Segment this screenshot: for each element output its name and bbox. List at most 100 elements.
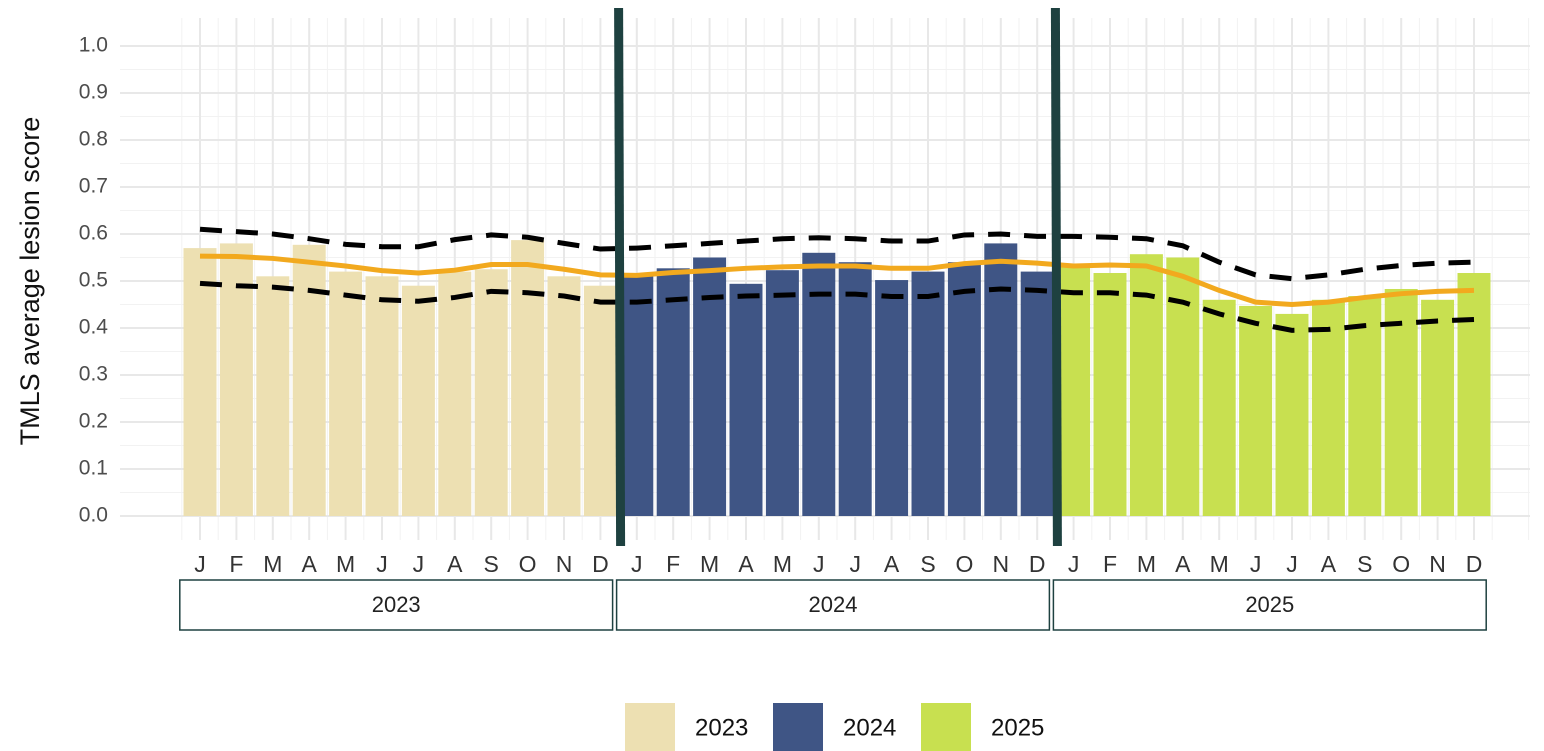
- x-tick-label: A: [302, 551, 318, 577]
- y-axis-label: TMLS average lesion score: [15, 117, 45, 446]
- x-tick-label: J: [194, 551, 206, 577]
- x-tick-label: A: [884, 551, 900, 577]
- x-tick-label: J: [631, 551, 643, 577]
- facet-strip: [1052, 579, 1487, 631]
- x-tick-label: J: [1068, 551, 1080, 577]
- bar: [620, 276, 654, 516]
- x-tick-label: A: [1175, 551, 1191, 577]
- x-tick-label: O: [955, 551, 973, 577]
- facet-strip: [615, 579, 1051, 631]
- x-tick-label: D: [1029, 551, 1046, 577]
- x-tick-label: M: [263, 551, 282, 577]
- bar: [1311, 299, 1345, 516]
- bar: [875, 280, 909, 516]
- legend-swatch: [625, 703, 675, 751]
- facet-label: 2023: [372, 592, 421, 617]
- bar: [438, 271, 472, 516]
- bar: [256, 276, 290, 516]
- bar: [838, 262, 872, 516]
- x-tick-label: N: [556, 551, 573, 577]
- x-tick-label: M: [700, 551, 719, 577]
- bar: [1093, 273, 1127, 516]
- x-tick-label: J: [849, 551, 861, 577]
- x-tick-label: J: [1250, 551, 1262, 577]
- x-tick-label: M: [1210, 551, 1229, 577]
- bar: [329, 271, 363, 516]
- x-tick-label: F: [229, 551, 243, 577]
- x-tick-label: M: [1137, 551, 1156, 577]
- bar: [365, 276, 399, 516]
- bar: [1166, 257, 1200, 516]
- x-tick-label: A: [738, 551, 754, 577]
- y-tick-label: 0.8: [79, 128, 108, 151]
- bar: [984, 243, 1018, 516]
- bar: [802, 252, 836, 517]
- x-tick-label: N: [992, 551, 1009, 577]
- bar: [911, 271, 945, 516]
- bar: [693, 257, 727, 516]
- legend-label: 2024: [843, 714, 896, 741]
- bar: [547, 276, 581, 516]
- bar: [656, 268, 690, 516]
- y-tick-label: 0.3: [79, 363, 108, 386]
- bar: [1020, 271, 1054, 516]
- x-tick-label: J: [413, 551, 425, 577]
- bar: [401, 285, 435, 516]
- bar: [583, 285, 617, 516]
- y-tick-label: 0.2: [79, 410, 108, 433]
- bar: [765, 270, 799, 516]
- bar: [947, 262, 981, 516]
- x-tick-label: S: [1357, 551, 1372, 577]
- x-tick-label: A: [447, 551, 463, 577]
- bar: [1057, 266, 1091, 516]
- bar: [292, 244, 326, 516]
- y-tick-label: 0.7: [79, 175, 108, 198]
- x-tick-label: J: [1286, 551, 1298, 577]
- x-tick-label: S: [920, 551, 935, 577]
- x-tick-label: D: [592, 551, 609, 577]
- y-tick-label: 0.4: [79, 316, 109, 339]
- bar: [1457, 273, 1491, 516]
- x-tick-label: M: [336, 551, 355, 577]
- bar: [1421, 299, 1455, 516]
- bar: [1202, 299, 1236, 516]
- x-tick-label: O: [1392, 551, 1410, 577]
- legend-swatch: [773, 703, 823, 751]
- bar: [1348, 296, 1382, 516]
- legend-swatch: [921, 703, 971, 751]
- bar: [729, 283, 763, 516]
- x-tick-label: F: [1103, 551, 1117, 577]
- x-tick-label: J: [813, 551, 825, 577]
- x-tick-label: S: [484, 551, 499, 577]
- bar: [1239, 305, 1273, 516]
- facet-label: 2024: [809, 592, 858, 617]
- x-tick-label: D: [1466, 551, 1483, 577]
- y-tick-label: 0.1: [79, 457, 108, 480]
- year-divider: [1050, 7, 1062, 547]
- x-tick-label: O: [519, 551, 537, 577]
- bar: [474, 269, 508, 516]
- x-tick-label: J: [376, 551, 388, 577]
- x-tick-label: A: [1321, 551, 1337, 577]
- x-tick-label: N: [1429, 551, 1446, 577]
- y-tick-label: 0.9: [79, 81, 108, 104]
- facet-label: 2025: [1245, 592, 1294, 617]
- legend-label: 2023: [695, 714, 748, 741]
- x-tick-label: F: [666, 551, 680, 577]
- y-tick-label: 1.0: [79, 34, 108, 57]
- year-divider: [614, 7, 626, 547]
- bar: [183, 248, 217, 516]
- bar: [1384, 288, 1418, 516]
- facet-strip: [179, 579, 614, 631]
- trend-line: [199, 253, 1475, 308]
- y-tick-label: 0.5: [79, 269, 108, 292]
- bar: [219, 243, 253, 516]
- bar: [511, 240, 545, 517]
- x-tick-label: M: [773, 551, 792, 577]
- legend-label: 2025: [991, 714, 1044, 741]
- y-tick-label: 0.0: [79, 504, 108, 527]
- bar: [1275, 313, 1309, 516]
- bar: [1129, 254, 1163, 516]
- y-tick-label: 0.6: [79, 222, 108, 245]
